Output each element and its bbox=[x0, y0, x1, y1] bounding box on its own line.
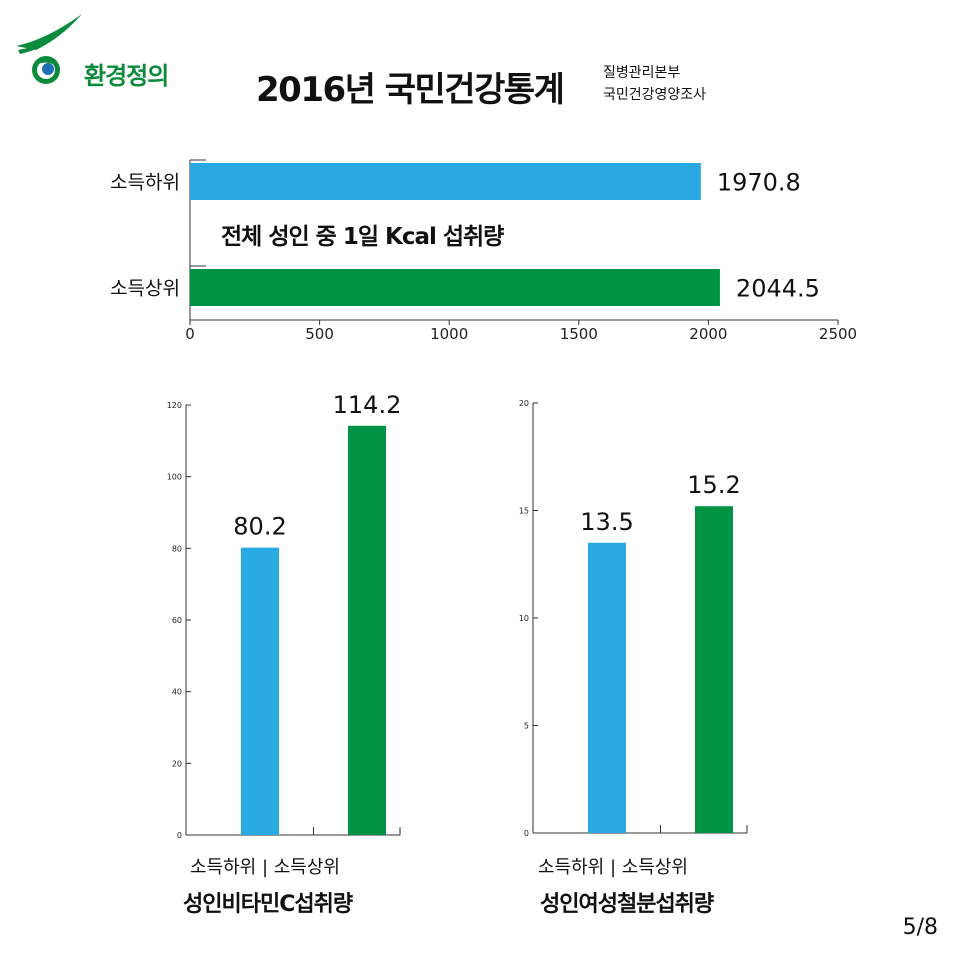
iron-y-tick-label: 20 bbox=[519, 399, 529, 408]
logo-swoosh-icon bbox=[16, 14, 82, 84]
iron-bar-high bbox=[695, 506, 733, 833]
vitc-chart-title: 성인비타민C섭취량 bbox=[183, 892, 353, 917]
vitc-category-labels: 소득하위 | 소득상위 bbox=[190, 857, 340, 878]
vitc-y-tick-label: 80 bbox=[172, 544, 182, 553]
iron-chart-title: 성인여성철분섭취량 bbox=[540, 892, 714, 917]
vitc-value-label: 114.2 bbox=[333, 391, 402, 419]
page-title: 2016년 국민건강통계 bbox=[256, 70, 565, 110]
kcal-x-tick-label: 500 bbox=[305, 325, 334, 343]
iron-value-label: 15.2 bbox=[687, 471, 740, 499]
iron-bar-low bbox=[588, 542, 626, 833]
iron-y-tick-label: 15 bbox=[519, 507, 529, 516]
logo-text: 환경정의 bbox=[84, 62, 169, 90]
kcal-chart-title: 전체 성인 중 1일 Kcal 섭취량 bbox=[221, 224, 504, 250]
kcal-x-tick-label: 1000 bbox=[430, 325, 468, 343]
kcal-value-label: 1970.8 bbox=[717, 169, 801, 197]
kcal-x-tick-label: 1500 bbox=[560, 325, 598, 343]
kcal-bar-high bbox=[190, 269, 720, 306]
vitc-y-tick-label: 60 bbox=[172, 616, 182, 625]
kcal-x-tick-label: 2000 bbox=[689, 325, 727, 343]
iron-y-tick-label: 5 bbox=[524, 722, 529, 731]
vitc-bar-low bbox=[241, 547, 279, 835]
kcal-category-label: 소득상위 bbox=[110, 278, 180, 300]
vitc-y-tick-label: 100 bbox=[167, 473, 182, 482]
vitc-y-tick-label: 40 bbox=[172, 688, 182, 697]
vitc-bar-high bbox=[348, 425, 386, 835]
iron-y-tick-label: 10 bbox=[519, 614, 529, 623]
vitc-value-label: 80.2 bbox=[233, 513, 286, 541]
vitc-y-tick-label: 0 bbox=[177, 831, 182, 840]
vitc-y-tick-label: 120 bbox=[167, 401, 182, 410]
page-number: 5/8 bbox=[902, 915, 938, 940]
vitc-y-tick-label: 20 bbox=[172, 759, 182, 768]
iron-value-label: 13.5 bbox=[580, 508, 633, 536]
source-note: 질병관리본부 국민건강영양조사 bbox=[603, 62, 706, 106]
kcal-bar-low bbox=[190, 163, 701, 200]
iron-category-labels: 소득하위 | 소득상위 bbox=[538, 857, 688, 878]
logo: 환경정의 bbox=[14, 12, 204, 92]
kcal-category-label: 소득하위 bbox=[110, 172, 180, 194]
source-line-1: 질병관리본부 bbox=[603, 65, 681, 81]
iron-y-tick-label: 0 bbox=[524, 829, 529, 838]
kcal-value-label: 2044.5 bbox=[736, 275, 820, 303]
kcal-x-tick-label: 2500 bbox=[819, 325, 857, 343]
source-line-2: 국민건강영양조사 bbox=[603, 87, 707, 103]
kcal-x-tick-label: 0 bbox=[185, 325, 195, 343]
